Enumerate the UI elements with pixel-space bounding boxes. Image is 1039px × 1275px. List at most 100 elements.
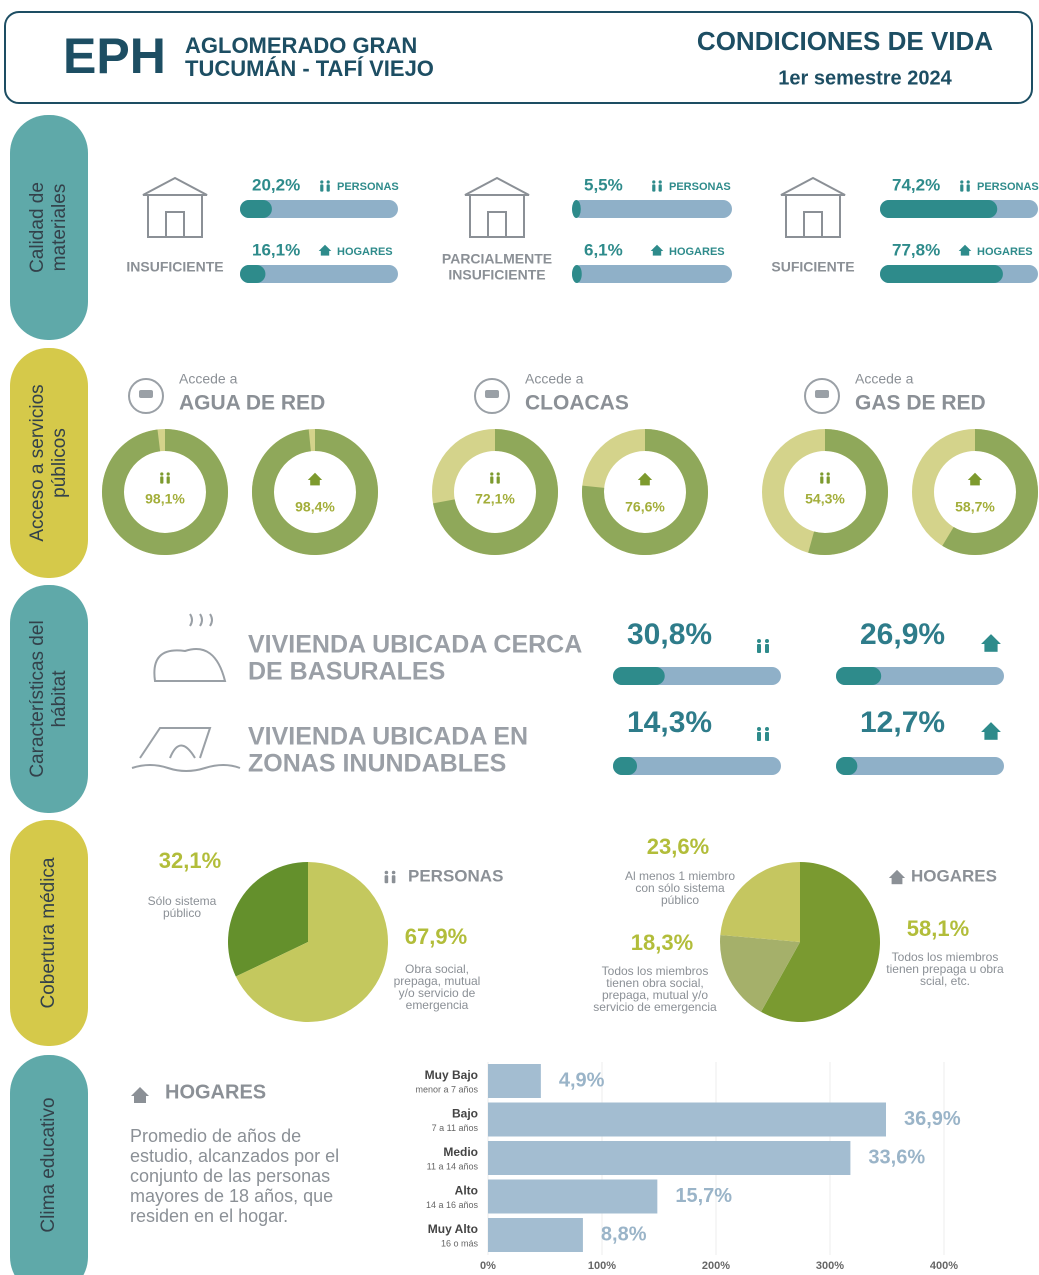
donut-arc <box>433 429 558 555</box>
slice-label: 23,6% <box>647 834 709 859</box>
house-icon <box>958 244 972 251</box>
service-icon <box>128 378 164 414</box>
pie-slice <box>720 862 800 942</box>
bar-track <box>240 265 398 283</box>
bar <box>613 757 638 775</box>
house-icon <box>487 211 507 238</box>
house-icon <box>464 176 530 196</box>
category-sub: 7 a 11 años <box>432 1123 479 1133</box>
house-icon <box>318 244 332 251</box>
slice-desc: scial, etc. <box>920 974 970 988</box>
person-icon <box>826 472 830 476</box>
category-sub: menor a 7 años <box>415 1084 478 1094</box>
house-icon <box>984 731 998 740</box>
person-icon <box>496 476 500 484</box>
description: residen en el hogar. <box>130 1206 288 1226</box>
legend-label: PERSONAS <box>337 181 399 193</box>
habitat-name: VIVIENDA UBICADA EN <box>248 723 528 751</box>
house-icon <box>650 244 664 251</box>
bar-track <box>572 200 732 218</box>
habitat-name: DE BASURALES <box>248 658 445 686</box>
person-icon <box>166 476 170 484</box>
legend-label: HOGARES <box>669 246 725 258</box>
habitat-name: VIVIENDA UBICADA CERCA <box>248 631 582 659</box>
person-icon <box>960 184 964 192</box>
person-icon <box>160 472 164 476</box>
house-icon <box>970 479 980 486</box>
section-label: hábitat <box>49 670 70 728</box>
person-icon <box>490 472 494 476</box>
bar <box>572 200 581 218</box>
category-name: Alto <box>455 1184 478 1198</box>
pie-title: PERSONAS <box>408 866 503 885</box>
value-label: 36,9% <box>904 1108 961 1130</box>
house-icon <box>134 1095 146 1103</box>
pie-slice <box>761 862 881 1022</box>
section-tab <box>10 820 88 1046</box>
pie-slice <box>720 934 800 1012</box>
value-label: 14,3% <box>627 706 712 739</box>
bar-track <box>613 757 781 775</box>
person-icon <box>966 184 970 192</box>
donut-arc <box>808 429 888 555</box>
house-icon <box>147 194 203 238</box>
house-icon <box>984 643 998 652</box>
slice-desc: Obra social, <box>405 962 469 976</box>
section-label: Características del <box>27 620 48 777</box>
person-icon <box>652 184 656 192</box>
slice-desc: Al menos 1 miembro <box>625 869 735 883</box>
house-icon <box>960 250 970 256</box>
value-label: 98,1% <box>145 491 185 507</box>
category-name: Muy Bajo <box>425 1068 478 1082</box>
habitat-icon <box>131 727 241 772</box>
person-icon <box>490 476 494 484</box>
person-icon <box>384 875 389 884</box>
value-label: 30,8% <box>627 618 712 651</box>
bar-track <box>240 200 398 218</box>
value-label: 98,4% <box>295 499 335 515</box>
pie-slice <box>235 862 389 1023</box>
service-icon <box>139 390 153 398</box>
donut-arc <box>252 429 378 555</box>
person-icon <box>765 732 769 741</box>
house-icon <box>981 722 1001 732</box>
bar <box>488 1179 658 1214</box>
value-label: 6,1% <box>584 240 623 259</box>
bar <box>240 200 272 218</box>
habitat-name: ZONAS INUNDABLES <box>248 750 506 778</box>
slice-label: 58,1% <box>907 916 969 941</box>
value-label: 74,2% <box>892 175 940 194</box>
slice-desc: prepaga, mutual y/o <box>602 988 708 1002</box>
slice-desc: emergencia <box>406 998 469 1012</box>
description: estudio, alcanzados por el <box>130 1146 339 1166</box>
slice-desc: y/o servicio de <box>399 986 476 1000</box>
house-icon <box>652 250 662 256</box>
value-label: 8,8% <box>601 1223 647 1245</box>
section-label: públicos <box>49 428 70 498</box>
value-label: 76,6% <box>625 499 665 515</box>
person-icon <box>757 727 761 731</box>
item-name: INSUFICIENTE <box>448 267 545 283</box>
prefix: Accede a <box>855 371 914 387</box>
item-name: SUFICIENTE <box>771 259 854 275</box>
house-icon <box>310 479 320 486</box>
section-label: Clima educativo <box>38 1097 59 1232</box>
person-icon <box>391 870 396 875</box>
person-icon <box>658 180 662 184</box>
bar <box>880 200 998 218</box>
category-sub: 11 a 14 años <box>427 1161 479 1171</box>
person-icon <box>384 870 389 875</box>
house-icon <box>888 869 906 878</box>
person-icon <box>326 180 330 184</box>
house-icon <box>803 211 823 238</box>
logo: EPH <box>63 28 166 84</box>
pie-slice <box>228 862 308 977</box>
legend-label: HOGARES <box>337 246 393 258</box>
person-icon <box>320 184 324 192</box>
section-tab <box>10 348 88 578</box>
slice-desc: Todos los miembros <box>602 964 709 978</box>
slice-desc: tienen obra social, <box>606 976 703 990</box>
bar <box>836 667 882 685</box>
person-icon <box>658 184 662 192</box>
house-icon <box>640 479 650 486</box>
